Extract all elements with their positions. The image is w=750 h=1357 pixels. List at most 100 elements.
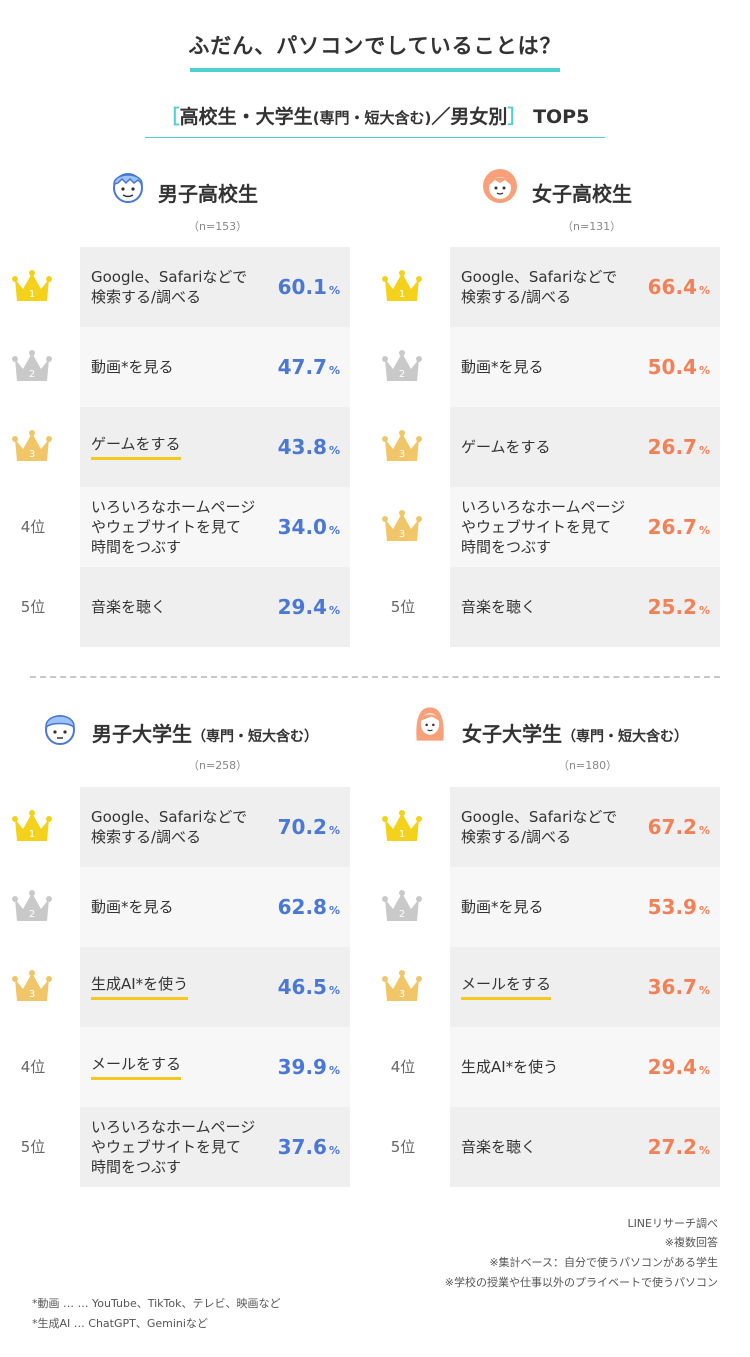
rank-2-crown-icon: 2 <box>382 890 422 921</box>
activity-line: Google、Safariなどで <box>91 808 248 826</box>
footer-note-base: ※集計ベース：自分で使うパソコンがある学生 <box>489 1256 718 1269</box>
activity-text: ゲームをする <box>461 437 551 457</box>
activity-text: いろいろなホームページ やウェブサイトを見て 時間をつぶす <box>91 1117 255 1177</box>
percentage-unit: % <box>328 984 340 997</box>
activity-text: 動画*を見る <box>91 357 174 377</box>
activity-label: いろいろなホームページ やウェブサイトを見て 時間をつぶす <box>91 1107 276 1187</box>
percentage-unit: % <box>698 1064 710 1077</box>
rank-1-crown-icon: 1 <box>382 270 422 301</box>
sample-size: （n=180） <box>558 759 618 772</box>
panel-header: 男子大学生（専門・短大含む） （n=258） <box>0 700 370 772</box>
rank-indicator: 5位 <box>0 567 80 647</box>
ranking-card: 動画*を見る 62.8% <box>80 867 350 947</box>
activity-text: いろいろなホームページ やウェブサイトを見て 時間をつぶす <box>461 497 625 557</box>
percentage-value: 70.2% <box>278 787 340 867</box>
activity-label: 動画*を見る <box>91 327 276 407</box>
group-name: 男子高校生 <box>158 182 258 206</box>
percentage-unit: % <box>698 1144 710 1157</box>
ranking-row: 2 動画*を見る 47.7% <box>0 327 370 407</box>
percentage-value: 27.2% <box>648 1107 710 1187</box>
activity-text: 動画*を見る <box>91 897 174 917</box>
subtitle-main: 高校生・大学生 <box>179 106 313 128</box>
rank-indicator: 5位 <box>370 567 450 647</box>
ranking-row: 5位 音楽を聴く 25.2% <box>370 567 740 647</box>
activity-text: 生成AI*を使う <box>91 974 189 1000</box>
percentage-number: 26.7 <box>647 435 697 459</box>
activity-label: メールをする <box>91 1027 276 1107</box>
sample-size: （n=258） <box>188 759 248 772</box>
ranking-row: 3 ゲームをする 26.7% <box>370 407 740 487</box>
panel-header: 女子高校生 （n=131） <box>370 160 740 233</box>
activity-text: いろいろなホームページ やウェブサイトを見て 時間をつぶす <box>91 497 255 557</box>
percentage-unit: % <box>328 444 340 457</box>
percentage-value: 37.6% <box>278 1107 340 1187</box>
percentage-value: 43.8% <box>278 407 340 487</box>
subtitle-small: (専門・短大含む) <box>312 109 432 127</box>
activity-line: 動画*を見る <box>91 358 174 376</box>
svg-text:1: 1 <box>29 289 35 300</box>
page-title: ふだん、パソコンでしていることは？ <box>188 34 562 58</box>
activity-label: Google、Safariなどで 検索する/調べる <box>91 787 276 867</box>
rank-1-crown-icon: 1 <box>12 810 52 841</box>
activity-text: 動画*を見る <box>461 357 544 377</box>
panel-header: 男子高校生 （n=153） <box>0 160 370 233</box>
rank-label: 5位 <box>390 598 416 616</box>
activity-line: やウェブサイトを見て <box>91 518 242 536</box>
svg-text:2: 2 <box>399 909 405 920</box>
ranking-card: 音楽を聴く 27.2% <box>450 1107 720 1187</box>
activity-line: 時間をつぶす <box>91 538 182 556</box>
ranking-card: 音楽を聴く 25.2% <box>450 567 720 647</box>
percentage-value: 29.4% <box>648 1027 710 1107</box>
svg-text:3: 3 <box>29 449 35 460</box>
activity-text: 音楽を聴く <box>461 597 536 617</box>
percentage-number: 50.4 <box>647 355 697 379</box>
ranking-card: 生成AI*を使う 46.5% <box>80 947 350 1027</box>
percentage-number: 39.9 <box>277 1055 327 1079</box>
svg-text:3: 3 <box>399 989 405 1000</box>
percentage-value: 26.7% <box>648 487 710 567</box>
activity-line: 生成AI*を使う <box>91 975 189 993</box>
percentage-number: 62.8 <box>277 895 327 919</box>
ranking-row: 2 動画*を見る 62.8% <box>0 867 370 947</box>
footnote-video: *動画 … … YouTube、TikTok、テレビ、映画など <box>32 1297 281 1310</box>
rank-indicator: 1 <box>370 787 450 867</box>
activity-label: 生成AI*を使う <box>91 947 276 1027</box>
section-divider <box>30 676 720 678</box>
percentage-value: 67.2% <box>648 787 710 867</box>
footer-note-private: ※学校の授業や仕事以外のプライベートで使うパソコン <box>444 1276 718 1289</box>
ranking-card: メールをする 36.7% <box>450 947 720 1027</box>
rank-label: 5位 <box>390 1138 416 1156</box>
ranking-card: ゲームをする 26.7% <box>450 407 720 487</box>
rank-3-crown-icon: 3 <box>382 430 422 461</box>
percentage-value: 26.7% <box>648 407 710 487</box>
svg-text:2: 2 <box>29 909 35 920</box>
rank-1-crown-icon: 1 <box>12 270 52 301</box>
activity-label: 生成AI*を使う <box>461 1027 646 1107</box>
ranking-card: いろいろなホームページ やウェブサイトを見て 時間をつぶす 26.7% <box>450 487 720 567</box>
activity-line: Google、Safariなどで <box>461 268 618 286</box>
percentage-value: 50.4% <box>648 327 710 407</box>
activity-label: ゲームをする <box>461 407 646 487</box>
percentage-unit: % <box>328 604 340 617</box>
percentage-unit: % <box>698 984 710 997</box>
percentage-value: 25.2% <box>648 567 710 647</box>
percentage-number: 46.5 <box>277 975 327 999</box>
title-underline <box>190 68 560 72</box>
svg-text:1: 1 <box>399 289 405 300</box>
activity-text: Google、Safariなどで 検索する/調べる <box>91 267 247 307</box>
percentage-number: 37.6 <box>277 1135 327 1159</box>
group-name-text: 男子大学生 <box>92 722 192 746</box>
rank-indicator: 2 <box>370 867 450 947</box>
activity-text: 動画*を見る <box>461 897 544 917</box>
group-name-note: （専門・短大含む） <box>562 729 688 745</box>
activity-label: いろいろなホームページ やウェブサイトを見て 時間をつぶす <box>91 487 276 567</box>
ranking-row: 4位 生成AI*を使う 29.4% <box>370 1027 740 1107</box>
activity-label: Google、Safariなどで 検索する/調べる <box>91 247 276 327</box>
footer-note-multiple: ※複数回答 <box>664 1236 718 1249</box>
panel-female-high-school: 女子高校生 （n=131） 1 Google、Safariなどで 検索する/調べる 6… <box>370 160 740 650</box>
ranking-row: 1 Google、Safariなどで 検索する/調べる 60.1% <box>0 247 370 327</box>
svg-text:1: 1 <box>29 829 35 840</box>
male-student-avatar-icon <box>113 173 143 203</box>
ranking-row: 5位 いろいろなホームページ やウェブサイトを見て 時間をつぶす 37.6% <box>0 1107 370 1187</box>
rank-indicator: 4位 <box>0 487 80 567</box>
